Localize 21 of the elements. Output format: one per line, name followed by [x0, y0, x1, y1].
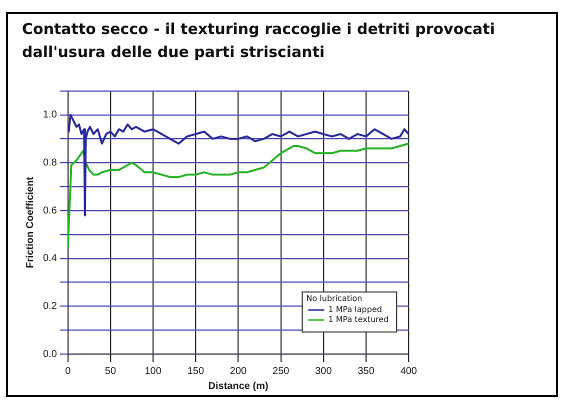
x-tick-label: 0	[65, 366, 72, 377]
y-tick-label: 1.0	[42, 110, 58, 121]
x-tick-label: 50	[104, 366, 116, 377]
x-tick-label: 400	[400, 366, 418, 377]
y-tick-label: 0.6	[42, 205, 58, 216]
x-tick-label: 300	[315, 366, 332, 377]
x-tick-label: 350	[358, 366, 375, 377]
legend-title: No lubrication	[306, 294, 362, 304]
legend-label: 1 MPa textured	[328, 315, 389, 324]
y-tick-label: 0.0	[42, 348, 58, 360]
y-tick-label: 0.8	[42, 157, 58, 168]
chart-title: Contatto secco - il texturing raccoglie i detriti provocati dall'usura delle due parti striscianti	[22, 19, 496, 63]
y-axis-title: Friction Coefficient	[24, 176, 36, 268]
x-tick-label: 250	[272, 366, 290, 377]
legend-label: 1 MPa lapped	[328, 305, 382, 314]
x-tick-label: 200	[230, 366, 248, 377]
x-axis-title: Distance (m)	[208, 380, 268, 392]
x-tick-label: 100	[144, 366, 162, 377]
x-tick-label: 150	[187, 366, 204, 377]
y-tick-label: 0.4	[42, 253, 58, 264]
y-tick-label: 0.2	[42, 300, 58, 312]
